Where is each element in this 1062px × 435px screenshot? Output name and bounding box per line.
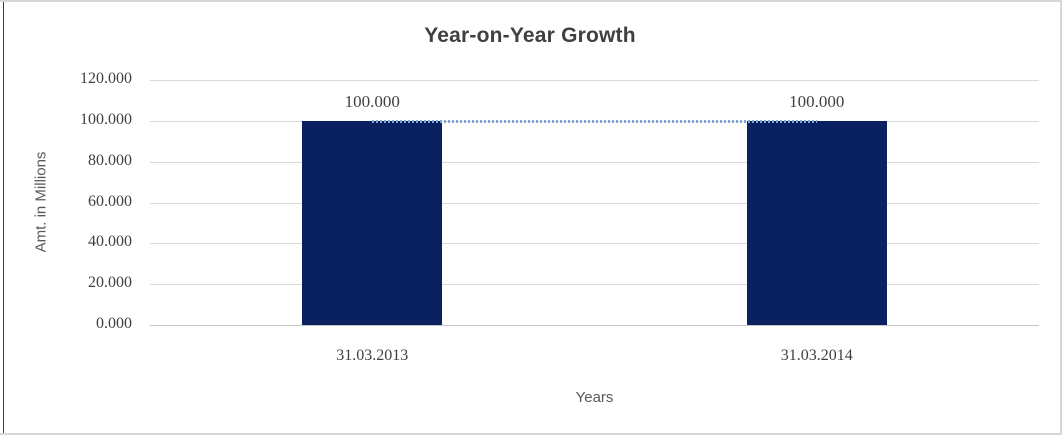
y-tick-label: 120.000 [80,70,132,87]
bar-data-label: 100.000 [789,92,845,111]
gridline [150,203,1039,204]
gridline [150,243,1039,244]
y-tick-label: 0.000 [96,315,132,332]
bar-data-label: 100.000 [344,92,400,111]
y-tick-label: 80.000 [88,152,132,169]
category-label: 31.03.2013 [336,347,409,364]
chart-title: Year-on-Year Growth [424,24,636,47]
bar [302,121,442,325]
y-tick-label: 40.000 [88,233,132,250]
x-axis-title: Years [575,389,614,406]
plot-area: 100.000 31.03.2013 100.000 31.03.2014 [150,80,1039,364]
y-tick-label: 100.000 [80,111,132,128]
gridline [150,162,1039,163]
window-left-edge [3,2,4,433]
x-axis-line [150,325,1039,326]
category-label: 31.03.2014 [780,347,853,364]
bar [747,121,887,325]
y-tick-label: 20.000 [88,274,132,291]
trend-dotted-line [372,120,817,123]
gridline [150,284,1039,285]
y-tick-label: 60.000 [88,193,132,210]
gridline [150,80,1039,81]
y-axis-ticks: 0.000 20.000 40.000 60.000 80.000 100.000 120.… [0,2,132,433]
